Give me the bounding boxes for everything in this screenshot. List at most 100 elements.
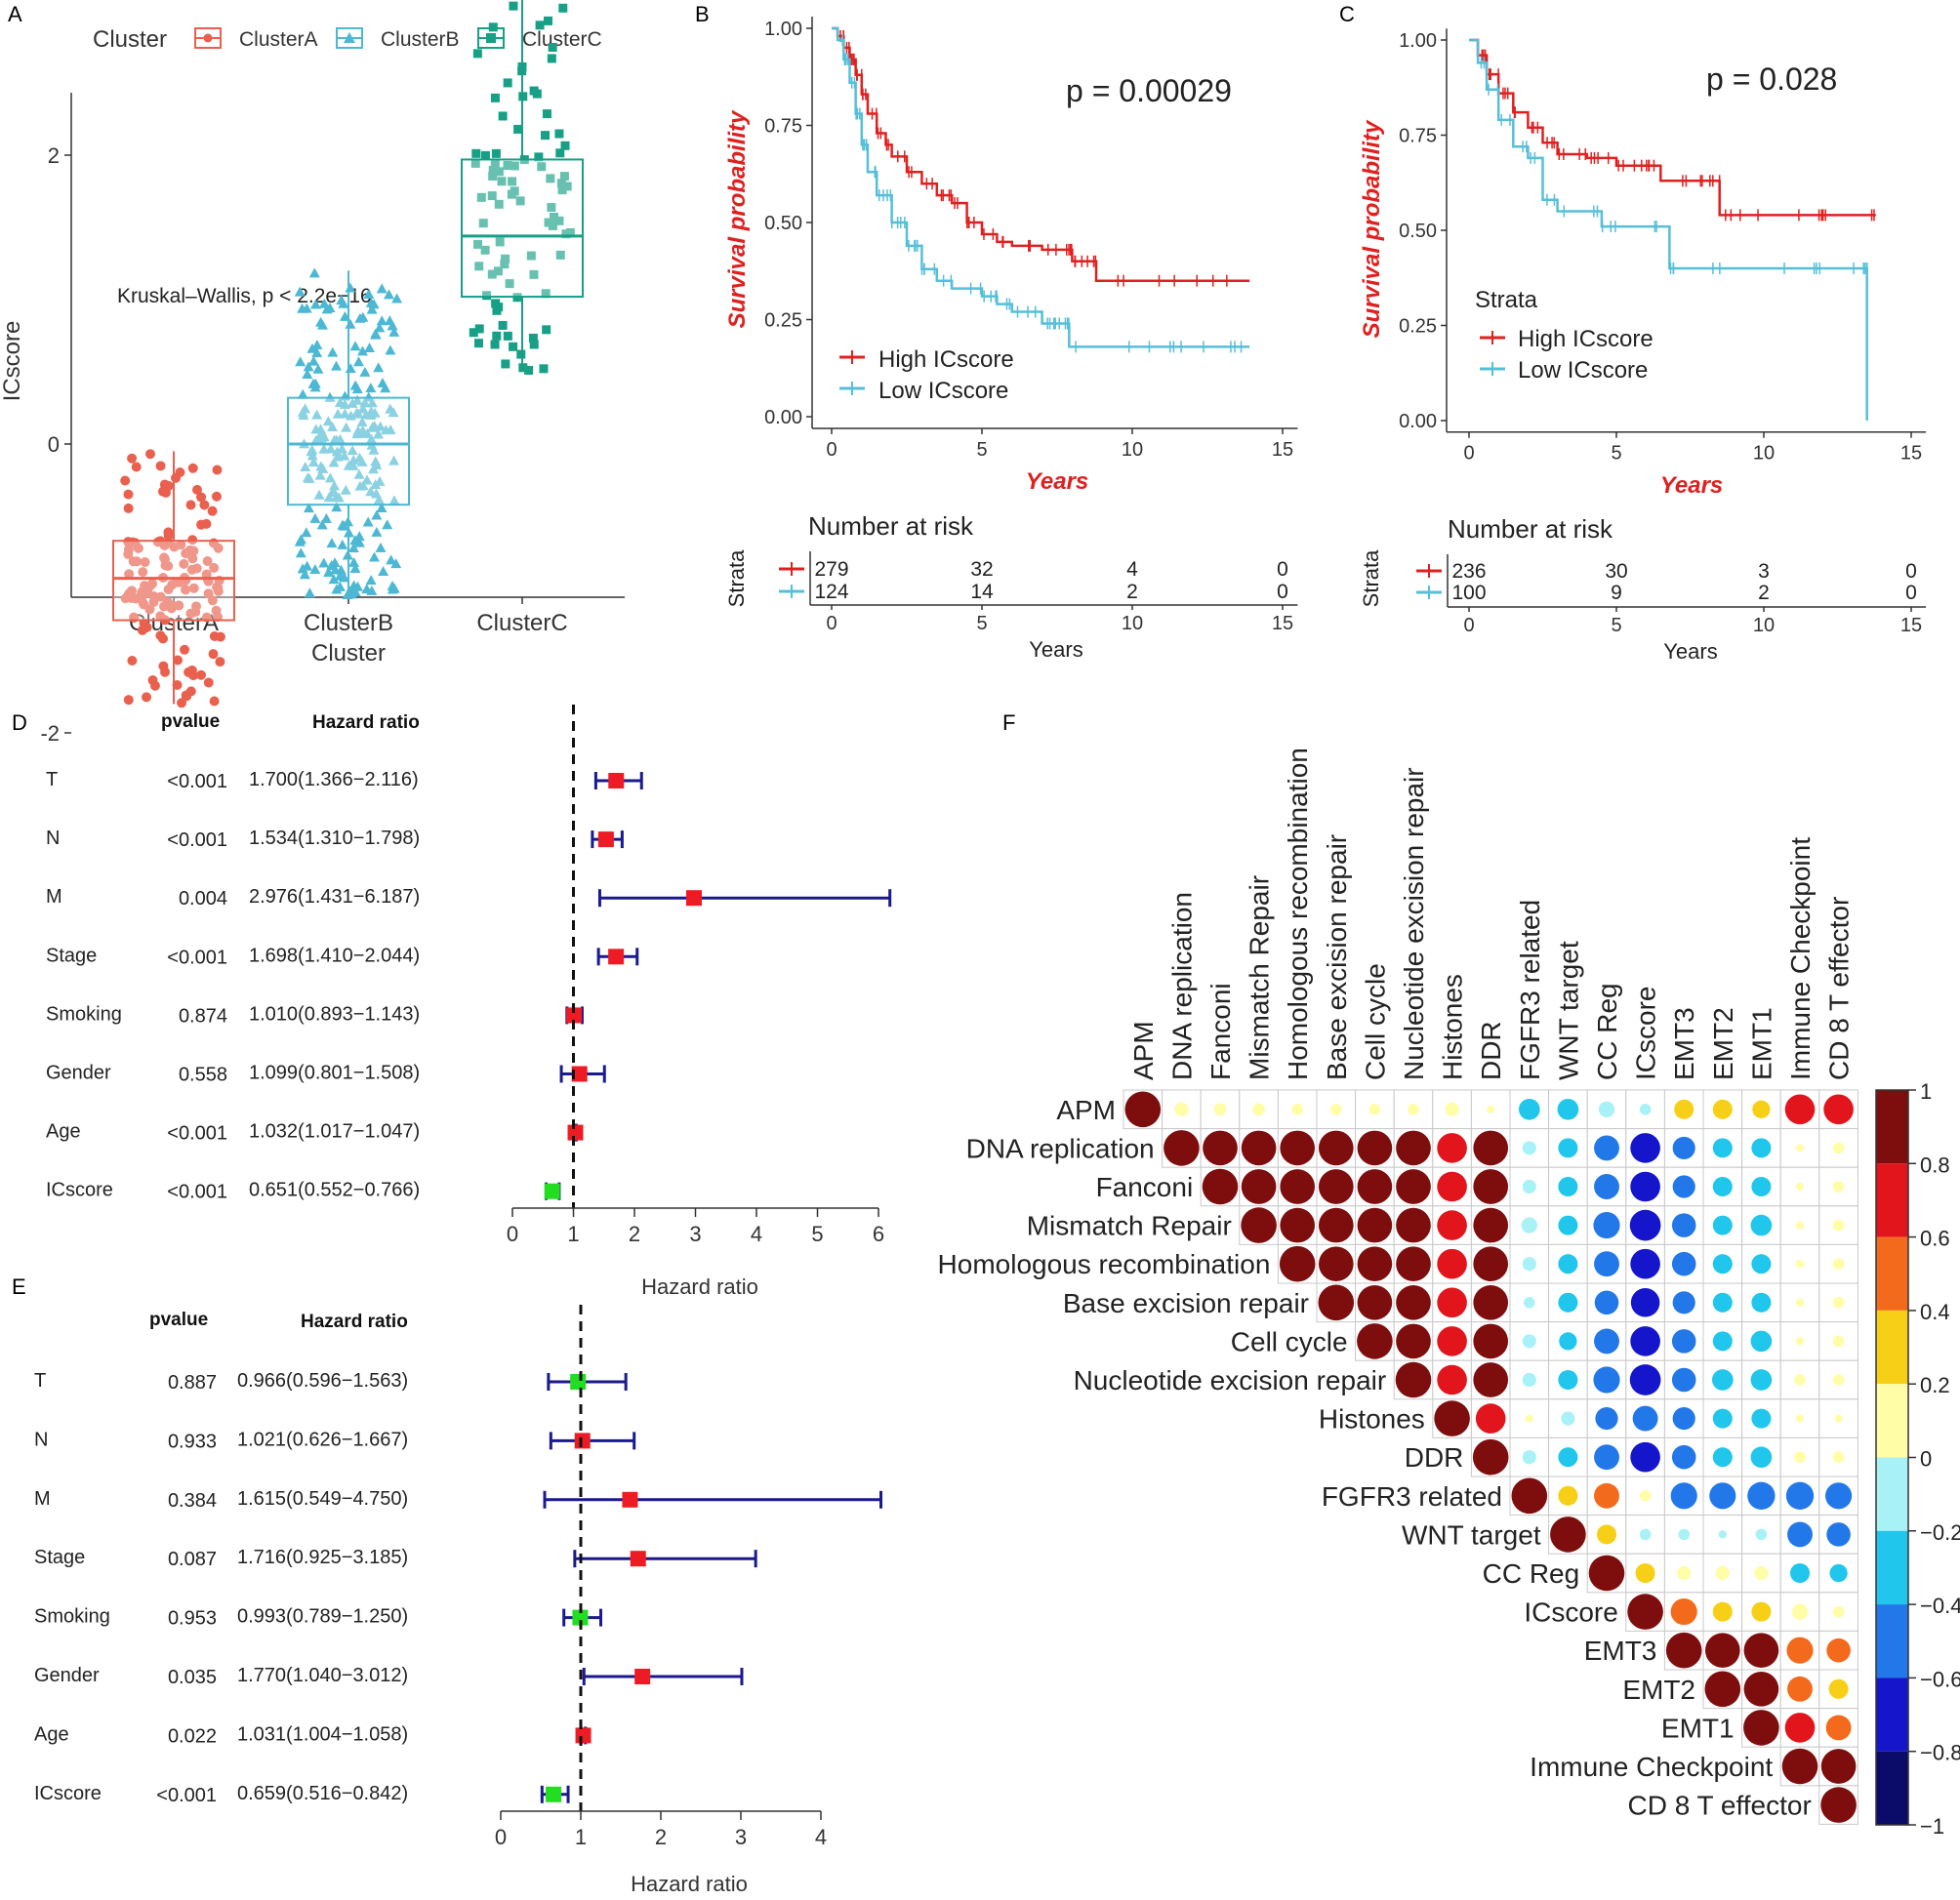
a-point-cluster-a bbox=[191, 601, 202, 612]
f-correlation-circle bbox=[1820, 1749, 1857, 1784]
a-point-cluster-b bbox=[352, 356, 364, 367]
b-risk-tick-label: 0 bbox=[826, 613, 837, 634]
f-colorbar-segment bbox=[1876, 1310, 1908, 1385]
d-pvalue: <0.001 bbox=[167, 1182, 227, 1203]
f-correlation-circle bbox=[1832, 1219, 1845, 1232]
f-correlation-circle bbox=[1522, 1372, 1536, 1388]
a-point-cluster-a bbox=[132, 556, 143, 567]
a-point-cluster-b bbox=[307, 457, 319, 467]
a-point-cluster-b bbox=[371, 526, 383, 537]
a-point-cluster-c bbox=[498, 320, 508, 330]
f-correlation-circle bbox=[1781, 1748, 1818, 1785]
a-point-cluster-b bbox=[369, 421, 381, 431]
a-point-cluster-b bbox=[382, 519, 393, 530]
a-x-tick-b: ClusterB bbox=[304, 610, 393, 636]
f-correlation-circle bbox=[1712, 1176, 1733, 1197]
c-risk-tick-label: 0 bbox=[1463, 615, 1474, 636]
c-risk-tick-label: 15 bbox=[1900, 615, 1922, 636]
d-var-label: T bbox=[46, 769, 58, 790]
a-point-cluster-a bbox=[127, 453, 138, 464]
f-correlation-circle bbox=[1743, 1671, 1779, 1707]
a-point-cluster-b bbox=[341, 422, 352, 432]
e-var-label: N bbox=[34, 1429, 48, 1450]
panel-label-b: B bbox=[695, 2, 710, 26]
a-point-cluster-b bbox=[353, 537, 365, 547]
e-pvalue: 0.035 bbox=[168, 1667, 217, 1688]
f-colorbar-label: 0.2 bbox=[1920, 1373, 1950, 1397]
a-point-cluster-c bbox=[469, 328, 478, 338]
e-hr-marker bbox=[572, 1609, 589, 1626]
f-correlation-circle bbox=[1635, 1562, 1655, 1584]
a-point-cluster-b bbox=[347, 454, 359, 465]
a-point-cluster-b bbox=[391, 293, 403, 303]
a-legend-item-b: ClusterB bbox=[381, 28, 460, 51]
f-correlation-circle bbox=[1751, 1176, 1772, 1197]
a-point-cluster-b bbox=[388, 326, 400, 337]
f-correlation-circle bbox=[1357, 1323, 1393, 1359]
c-pvalue: p = 0.028 bbox=[1706, 61, 1837, 97]
f-correlation-circle bbox=[1395, 1361, 1432, 1398]
a-point-cluster-b bbox=[347, 397, 358, 408]
f-correlation-circle bbox=[1280, 1207, 1316, 1243]
a-point-cluster-a bbox=[123, 503, 134, 513]
panel-d-forest-plot: pvalue Hazard ratio Hazard ratio T <0.001… bbox=[46, 705, 892, 1299]
a-point-cluster-b bbox=[308, 267, 320, 278]
f-correlation-circle bbox=[1629, 1209, 1661, 1241]
f-correlation-circle bbox=[1473, 1130, 1509, 1166]
c-risk-count: 100 bbox=[1451, 582, 1486, 604]
f-correlation-circle bbox=[1630, 1248, 1660, 1279]
a-point-cluster-a bbox=[196, 492, 207, 503]
a-point-cluster-b bbox=[297, 388, 308, 399]
a-point-cluster-b bbox=[303, 503, 314, 513]
f-correlation-circle bbox=[1671, 1251, 1696, 1276]
a-point-cluster-c bbox=[542, 109, 551, 119]
d-var-label: N bbox=[46, 828, 60, 849]
f-correlation-circle bbox=[1594, 1290, 1619, 1315]
a-point-cluster-b bbox=[356, 427, 368, 438]
f-correlation-circle bbox=[1213, 1103, 1227, 1116]
f-colorbar-label: −0.2 bbox=[1920, 1520, 1960, 1545]
f-correlation-circle bbox=[1472, 1438, 1509, 1476]
f-correlation-circle bbox=[1832, 1335, 1845, 1348]
a-point-cluster-a bbox=[152, 537, 163, 547]
f-col-label: Mismatch Repair bbox=[1245, 875, 1275, 1080]
f-correlation-circle bbox=[1704, 1671, 1741, 1708]
f-correlation-circle bbox=[1203, 1130, 1238, 1166]
a-point-cluster-b bbox=[322, 416, 334, 426]
a-point-cluster-a bbox=[179, 558, 189, 569]
a-point-cluster-b bbox=[374, 322, 386, 333]
a-point-cluster-b bbox=[385, 344, 396, 355]
a-point-cluster-c bbox=[501, 359, 510, 369]
f-correlation-circle bbox=[1588, 1555, 1625, 1592]
a-point-cluster-b bbox=[362, 516, 374, 527]
a-point-cluster-a bbox=[177, 698, 187, 708]
a-y-tick-label: -2 bbox=[40, 721, 60, 746]
e-pvalue: 0.022 bbox=[168, 1725, 217, 1747]
f-correlation-circle bbox=[1561, 1411, 1575, 1426]
a-point-cluster-b bbox=[295, 356, 306, 367]
f-correlation-circle bbox=[1750, 1214, 1773, 1236]
a-point-cluster-c bbox=[534, 152, 544, 162]
c-risk-title: Number at risk bbox=[1448, 514, 1613, 544]
a-point-cluster-a bbox=[215, 631, 225, 642]
f-correlation-circle bbox=[1794, 1451, 1806, 1463]
a-point-cluster-b bbox=[318, 557, 330, 568]
f-correlation-circle bbox=[1241, 1207, 1277, 1243]
a-point-cluster-b bbox=[371, 460, 383, 470]
a-point-cluster-c bbox=[554, 129, 564, 139]
e-var-label: Stage bbox=[34, 1547, 85, 1568]
a-point-cluster-b bbox=[380, 383, 391, 393]
a-point-cluster-b bbox=[311, 409, 323, 420]
f-row-label: CC Reg bbox=[1483, 1558, 1580, 1589]
d-hr-text: 1.698(1.410−2.044) bbox=[249, 945, 420, 966]
a-point-cluster-c bbox=[526, 251, 536, 261]
d-hr-text: 1.010(0.893−1.143) bbox=[249, 1003, 420, 1025]
f-colorbar-label: −0.4 bbox=[1920, 1594, 1960, 1618]
a-point-cluster-b bbox=[384, 289, 395, 300]
c-x-tick-label: 10 bbox=[1753, 443, 1775, 465]
b-risk-count: 2 bbox=[1126, 581, 1138, 603]
d-hr-marker bbox=[608, 949, 625, 965]
e-col-hr: Hazard ratio bbox=[301, 1312, 408, 1332]
f-row-label: Fanconi bbox=[1096, 1172, 1194, 1202]
f-correlation-circle bbox=[1357, 1246, 1393, 1282]
